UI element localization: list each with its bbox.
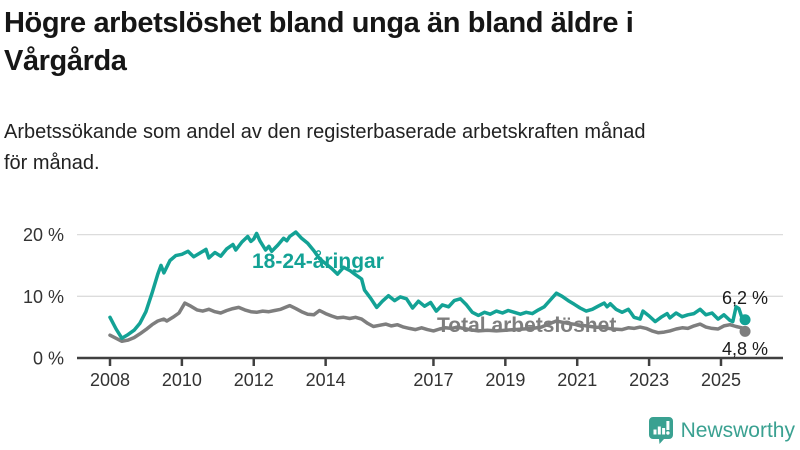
x-tick-label: 2023 xyxy=(629,370,669,390)
x-tick-label: 2008 xyxy=(90,370,130,390)
y-tick-label: 20 % xyxy=(23,225,64,245)
series-line-youth xyxy=(108,230,747,341)
x-tick-label: 2014 xyxy=(306,370,346,390)
title-line-1: Högre arbetslöshet bland unga än bland ä… xyxy=(4,7,634,39)
x-tick-label: 2010 xyxy=(162,370,202,390)
title-line-2: Vårgårda xyxy=(4,45,127,77)
series-label-total: Total arbetslöshet xyxy=(437,314,616,337)
x-tick-label: 2017 xyxy=(413,370,453,390)
x-tick-label: 2021 xyxy=(557,370,597,390)
x-tick-label: 2019 xyxy=(485,370,525,390)
newsworthy-logo: Newsworthy xyxy=(648,417,795,444)
x-tick-label: 2012 xyxy=(234,370,274,390)
series-label-youth: 18-24-åringar xyxy=(252,250,384,273)
page-title: Högre arbetslöshet bland unga än bland ä… xyxy=(4,4,794,80)
chart-subtitle: Arbetssökande som andel av den registerb… xyxy=(4,117,794,179)
x-tick-label: 2025 xyxy=(701,370,741,390)
subtitle-line-2: för månad. xyxy=(4,152,100,174)
y-tick-label: 0 % xyxy=(33,349,64,369)
series-end-dot-youth xyxy=(739,314,751,326)
series-end-dot-total xyxy=(739,325,751,337)
end-value-label-total: 4,8 % xyxy=(722,339,768,359)
y-axis-tick-labels: 0 % 10 % 20 % xyxy=(23,225,64,368)
end-value-label-youth: 6,2 % xyxy=(722,288,768,308)
x-axis-ticks xyxy=(108,358,723,366)
newsworthy-bubble-chart-icon xyxy=(648,417,673,444)
x-axis-tick-labels: 2008 2010 2012 2014 2017 2019 2021 2023 2025 xyxy=(90,370,741,390)
series-line-total xyxy=(108,301,747,344)
y-tick-label: 10 % xyxy=(23,287,64,307)
gridlines xyxy=(77,233,783,297)
brand-name: Newsworthy xyxy=(680,418,795,442)
subtitle-line-1: Arbetssökande som andel av den registerb… xyxy=(4,121,646,143)
